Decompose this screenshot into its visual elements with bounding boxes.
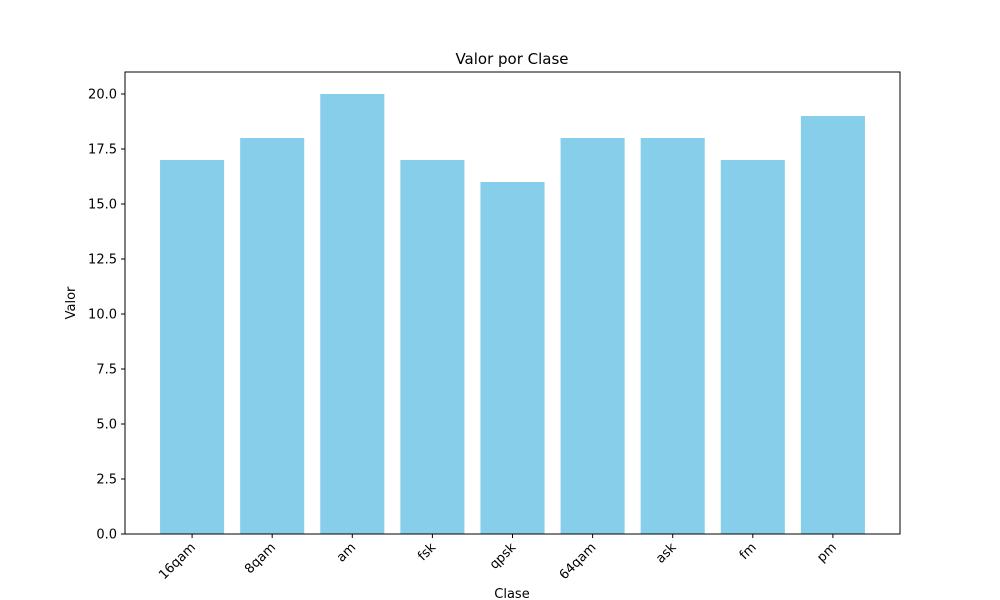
- y-tick-label: 5.0: [96, 418, 117, 433]
- bar: [560, 138, 625, 534]
- x-tick-label: qpsk: [487, 540, 520, 573]
- bar: [240, 138, 305, 534]
- bar: [480, 182, 545, 534]
- y-tick-label: 2.5: [96, 473, 117, 488]
- x-tick-label: ask: [653, 540, 680, 567]
- x-tick-label: fsk: [415, 540, 439, 564]
- x-tick-label: 16qam: [156, 540, 199, 583]
- bar: [400, 160, 465, 534]
- bar: [800, 116, 865, 534]
- x-tick-label: 8qam: [242, 540, 279, 577]
- y-tick-label: 12.5: [88, 253, 117, 268]
- bar: [640, 138, 705, 534]
- y-tick-label: 17.5: [88, 143, 117, 158]
- chart-title: Valor por Clase: [455, 50, 568, 68]
- x-tick-label: fm: [737, 540, 760, 563]
- x-tick-label: pm: [814, 540, 839, 565]
- x-tick-label: am: [334, 540, 359, 565]
- y-tick-label: 20.0: [88, 88, 117, 103]
- y-tick-label: 10.0: [88, 308, 117, 323]
- x-axis-label: Clase: [494, 587, 529, 600]
- y-tick-label: 15.0: [88, 198, 117, 213]
- bar: [160, 160, 225, 534]
- y-tick-label: 0.0: [96, 528, 117, 543]
- y-tick-label: 7.5: [96, 363, 117, 378]
- x-tick-label: 64qam: [557, 540, 600, 583]
- bar: [720, 160, 785, 534]
- bar: [320, 94, 385, 534]
- plot-frame: [124, 71, 901, 535]
- y-axis-label: Valor: [64, 286, 79, 319]
